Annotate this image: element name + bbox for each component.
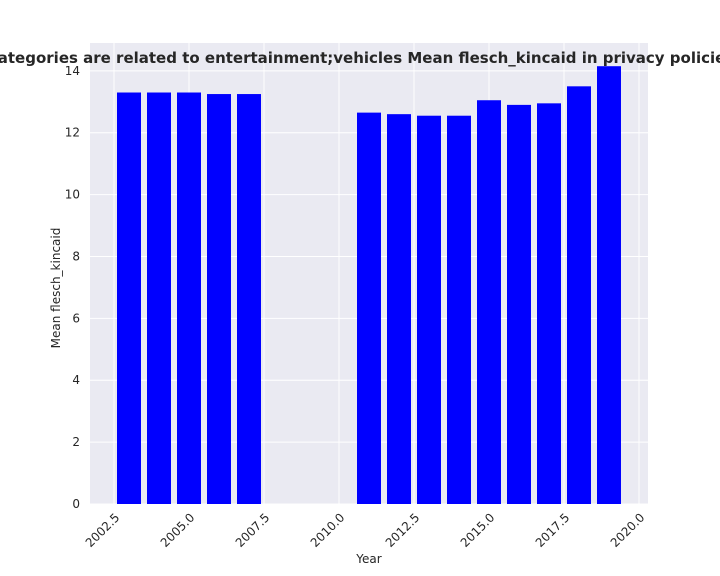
bar — [207, 94, 231, 504]
bar — [147, 92, 171, 504]
bar — [177, 92, 201, 504]
y-tick-label: 12 — [65, 126, 80, 140]
bar — [567, 86, 591, 505]
x-tick-label: 2005.0 — [158, 510, 198, 550]
x-tick-label: 2012.5 — [383, 510, 423, 550]
y-tick-label: 4 — [72, 373, 80, 387]
y-tick-label: 10 — [65, 188, 80, 202]
x-tick-label: 2007.5 — [233, 510, 273, 550]
bar — [537, 103, 561, 504]
bar — [417, 115, 441, 504]
bar — [597, 66, 621, 504]
y-axis-ticks: 0 2 4 6 8 10 12 14 — [65, 64, 80, 511]
bar — [477, 100, 501, 505]
chart-title: When categories are related to entertain… — [0, 49, 720, 67]
x-tick-label: 2015.0 — [458, 510, 498, 550]
bar — [117, 92, 141, 504]
x-axis-label: Year — [355, 552, 381, 566]
y-tick-label: 0 — [72, 497, 80, 511]
x-axis-ticks: 2002.5 2005.0 2007.5 2010.0 2012.5 2015.0 2017… — [83, 510, 648, 550]
bar — [507, 104, 531, 504]
bar — [237, 94, 261, 504]
x-tick-label: 2020.0 — [608, 510, 648, 550]
y-tick-label: 2 — [72, 435, 80, 449]
y-tick-label: 14 — [65, 64, 80, 78]
x-tick-label: 2017.5 — [533, 510, 573, 550]
x-tick-label: 2002.5 — [83, 510, 123, 550]
y-tick-label: 8 — [72, 249, 80, 263]
bar — [387, 114, 411, 504]
bar — [447, 115, 471, 504]
y-axis-label: Mean flesch_kincaid — [49, 228, 63, 349]
bars — [117, 66, 621, 505]
bar — [357, 112, 381, 504]
x-tick-label: 2010.0 — [308, 510, 348, 550]
y-tick-label: 6 — [72, 311, 80, 325]
